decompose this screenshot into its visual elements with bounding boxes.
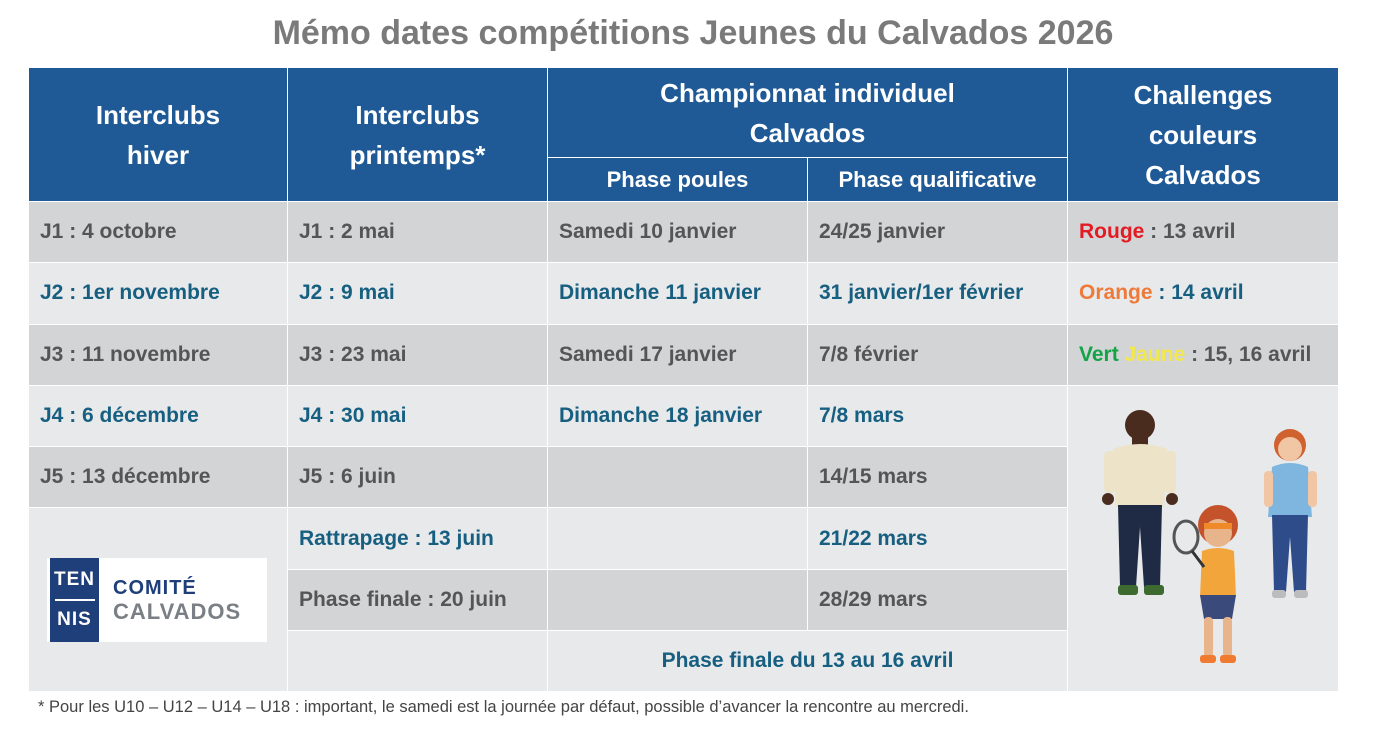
phase-qualificative-cell: 28/29 mars xyxy=(806,568,1069,632)
table-row: TEN NIS COMITÉ CALVADOS Rattrapage : 13 … xyxy=(28,507,1339,693)
man-figure xyxy=(1102,410,1179,596)
header-championnat-line1: Championnat individuel xyxy=(660,77,955,108)
phase-qualificative-cell: 7/8 février xyxy=(806,323,1069,386)
phase-qualificative-cell: 7/8 mars xyxy=(806,384,1069,448)
interclubs-printemps-cell: J3 : 23 mai xyxy=(287,323,548,386)
header-interclubs-hiver-line1: Interclubs xyxy=(95,99,221,130)
header-championnat: Championnat individuel Calvados xyxy=(546,67,1069,158)
header-challenges-line1: Challenges xyxy=(1133,79,1273,110)
interclubs-hiver-cell: J3 : 11 novembre xyxy=(28,323,288,386)
interclubs-printemps-cell xyxy=(287,630,548,693)
header-challenges: Challenges couleurs Calvados xyxy=(1067,67,1340,202)
challenge-rouge-label: Rouge xyxy=(1079,220,1145,244)
header-interclubs-hiver: Interclubs hiver xyxy=(28,67,288,202)
logo-text: COMITÉ CALVADOS xyxy=(113,576,241,624)
table-row: Phase finale du 13 au 16 avril xyxy=(29,630,1339,693)
tennis-logo-mark: TEN NIS xyxy=(47,557,99,642)
logo-mark-line1: TEN xyxy=(54,568,95,590)
table-row: J3 : 11 novembre J3 : 23 mai Samedi 17 j… xyxy=(28,323,1340,386)
challenge-vert-cell: Vert Jaune : 15, 16 avril xyxy=(1067,323,1340,386)
header-phase-poules: Phase poules xyxy=(547,157,808,202)
header-interclubs-printemps-line2: printemps* xyxy=(349,139,486,170)
header-championnat-line2: Calvados xyxy=(749,117,866,148)
interclubs-printemps-cell: J1 : 2 mai xyxy=(287,200,548,264)
tennis-players-image xyxy=(1102,410,1318,664)
characters-illustration xyxy=(1067,384,1340,693)
page-title: Mémo dates compétitions Jeunes du Calvad… xyxy=(272,14,1114,52)
challenge-vert-label: Vert xyxy=(1079,342,1119,366)
phase-poules-cell: Dimanche 18 janvier xyxy=(547,384,808,448)
phase-poules-cell xyxy=(547,507,808,570)
header-interclubs-hiver-line2: hiver xyxy=(126,139,190,170)
interclubs-printemps-cell: Rattrapage : 13 juin xyxy=(287,507,548,570)
woman-figure xyxy=(1264,429,1318,599)
phase-poules-cell: Dimanche 11 janvier xyxy=(547,262,808,325)
phase-finale-cell: Phase finale du 13 au 16 avril xyxy=(546,630,1069,693)
challenge-orange-date: : 14 avril xyxy=(1152,281,1244,305)
phase-poules-cell: Samedi 10 janvier xyxy=(547,200,808,264)
phase-qualificative-cell: 21/22 mars xyxy=(806,507,1069,570)
phase-poules-cell xyxy=(547,568,808,632)
challenge-jaune-label: Jaune xyxy=(1124,342,1186,366)
table-row: J5 : 13 décembre J5 : 6 juin 14/15 mars xyxy=(28,446,1339,509)
table-row: J4 : 6 décembre J4 : 30 mai Dimanche 18 … xyxy=(28,384,1340,693)
challenge-rouge-date: : 13 avril xyxy=(1144,220,1236,244)
competition-table: Interclubs hiver Interclubs printemps* C… xyxy=(28,67,1340,693)
interclubs-hiver-cell: J5 : 13 décembre xyxy=(28,446,288,509)
phase-poules-cell xyxy=(547,446,808,509)
interclubs-hiver-cell: J1 : 4 octobre xyxy=(28,200,288,264)
logo-cell: TEN NIS COMITÉ CALVADOS xyxy=(28,507,288,693)
challenge-orange-label: Orange xyxy=(1079,281,1153,305)
interclubs-printemps-cell: J4 : 30 mai xyxy=(287,384,548,448)
header-interclubs-printemps-line1: Interclubs xyxy=(355,99,480,130)
challenge-rouge-cell: Rouge : 13 avril xyxy=(1067,200,1340,264)
interclubs-printemps-cell: J5 : 6 juin xyxy=(287,446,548,509)
interclubs-hiver-cell: J4 : 6 décembre xyxy=(28,384,288,448)
phase-poules-cell: Samedi 17 janvier xyxy=(547,323,808,386)
table-row: J1 : 4 octobre J1 : 2 mai Samedi 10 janv… xyxy=(28,200,1340,264)
challenge-orange-cell: Orange : 14 avril xyxy=(1067,262,1340,325)
interclubs-hiver-cell: J2 : 1er novembre xyxy=(28,262,288,325)
phase-qualificative-cell: 24/25 janvier xyxy=(806,200,1069,264)
header-challenges-line2: couleurs xyxy=(1148,119,1258,150)
header-challenges-line3: Calvados xyxy=(1145,159,1261,190)
footnote: * Pour les U10 – U12 – U14 – U18 : impor… xyxy=(38,698,969,716)
interclubs-printemps-cell: Phase finale : 20 juin xyxy=(287,568,548,632)
phase-qualificative-cell: 14/15 mars xyxy=(806,446,1069,509)
challenge-vert-date: : 15, 16 avril xyxy=(1185,342,1312,366)
kid-figure xyxy=(1172,505,1239,664)
comite-calvados-logo: TEN NIS COMITÉ CALVADOS xyxy=(47,557,267,642)
table-row: Phase finale : 20 juin 28/29 mars xyxy=(29,568,1339,632)
logo-text-line2: CALVADOS xyxy=(113,598,242,624)
logo-mark-line2: NIS xyxy=(57,608,92,630)
phase-qualificative-cell: 31 janvier/1er février xyxy=(806,262,1069,325)
header-interclubs-printemps: Interclubs printemps* xyxy=(287,67,548,202)
table-row: J2 : 1er novembre J2 : 9 mai Dimanche 11… xyxy=(28,262,1340,325)
interclubs-printemps-cell: J2 : 9 mai xyxy=(287,262,548,325)
logo-text-line1: COMITÉ xyxy=(113,576,197,599)
header-phase-qualificative: Phase qualificative xyxy=(806,157,1069,202)
